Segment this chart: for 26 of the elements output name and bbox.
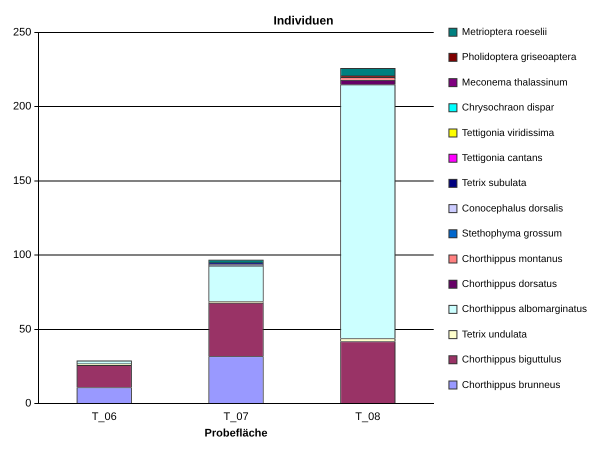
legend-label: Chorthippus montanus [462, 254, 563, 265]
y-tick-label: 50 [19, 323, 32, 336]
y-tick-label: 150 [12, 174, 32, 187]
legend-label: Chorthippus albomarginatus [462, 304, 588, 316]
legend-label: Stethophyma grossum [462, 228, 562, 240]
y-tick-label: 200 [12, 100, 32, 113]
y-tick-label: 250 [12, 26, 32, 38]
legend-label: Metrioptera roeselii [462, 26, 547, 38]
legend-label: Chrysochraon dispar [462, 102, 555, 114]
legend-label: Tetrix undulata [462, 329, 528, 340]
legend-label: Pholidoptera griseoaptera [462, 52, 577, 64]
x-axis-title: Probefläche [204, 427, 268, 440]
legend-label: Conocephalus dorsalis [462, 203, 564, 214]
legend-label: Chorthippus brunneus [462, 380, 560, 391]
legend-label: Tettigonia cantans [462, 152, 543, 164]
legend-label: Chorthippus biguttulus [462, 354, 562, 366]
y-tick-label: 0 [25, 398, 32, 410]
legend-label: Meconema thalassinum [462, 77, 568, 88]
legend-label: Tettigonia viridissima [462, 128, 555, 139]
x-tick-label: T_07 [224, 411, 249, 424]
chart-title: Individuen [274, 14, 334, 28]
x-tick-label: T_06 [92, 411, 117, 424]
legend-label: Tetrix subulata [462, 178, 527, 190]
y-tick-label: 100 [12, 249, 32, 262]
x-tick-label: T_08 [355, 411, 380, 424]
legend-label: Chorthippus dorsatus [462, 278, 557, 290]
